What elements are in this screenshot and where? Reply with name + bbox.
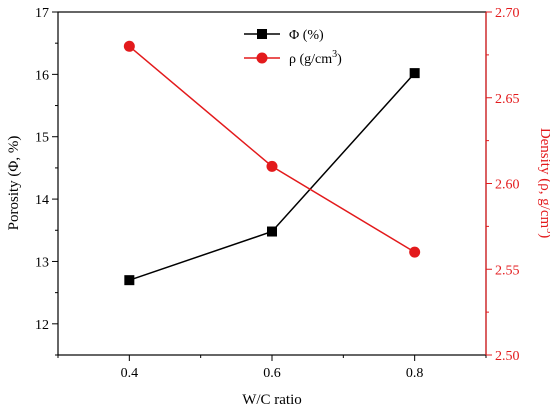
legend-label-porosity: Φ (%) [289,28,324,43]
porosity-point [124,275,135,286]
right-y-axis-title: Density (ρ, g/cm3) [537,128,550,238]
density-point [409,246,421,258]
series-layer [123,40,421,286]
right-y-axis-ticks: 2.50 2.55 2.60 2.65 2.70 [486,6,520,364]
porosity-point [409,68,420,79]
left-y-axis-ticks: 12 13 14 15 16 17 [35,6,58,356]
left-y-tick-label: 16 [35,68,49,83]
left-y-tick-label: 13 [35,255,49,270]
legend-marker-square [257,29,267,39]
x-axis-title: W/C ratio [242,392,302,408]
x-axis-ticks: 0.4 0.6 0.8 [57,355,487,381]
x-tick-label: 0.8 [406,366,424,381]
density-point [266,160,278,172]
porosity-point [267,226,277,237]
legend: Φ (%) ρ (g/cm3) [244,28,342,67]
porosity-series-line [129,72,416,281]
legend-label-density: ρ (g/cm3) [289,49,342,67]
right-y-tick-label: 2.65 [495,92,520,107]
right-y-tick-label: 2.55 [495,263,520,278]
left-y-tick-label: 17 [35,6,49,21]
legend-marker-circle [256,52,268,64]
x-tick-label: 0.6 [263,366,281,381]
right-y-tick-label: 2.60 [495,178,520,193]
left-y-tick-label: 15 [35,131,49,146]
right-y-tick-label: 2.50 [495,349,520,364]
left-y-tick-label: 14 [35,193,49,208]
left-y-tick-label: 12 [35,318,49,333]
right-y-tick-label: 2.70 [495,6,520,21]
plot-area [57,11,487,356]
left-y-axis-title: Porosity (Φ, %) [6,136,22,231]
density-point [123,40,135,52]
density-series-line [128,45,416,253]
x-tick-label: 0.4 [121,366,139,381]
